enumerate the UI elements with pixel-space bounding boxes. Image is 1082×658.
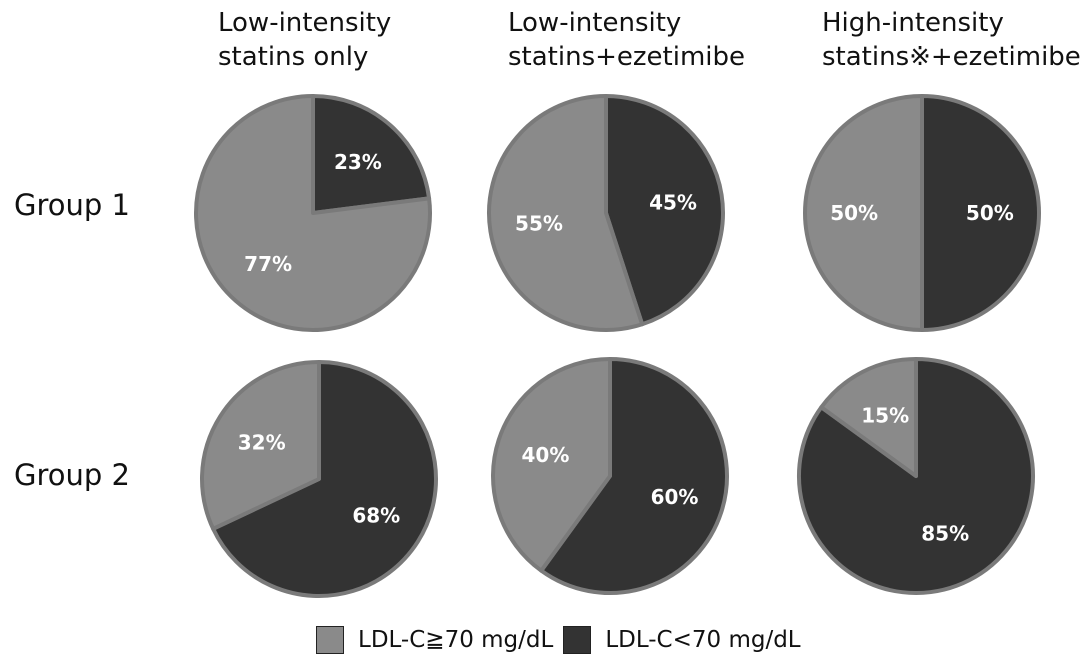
pie-4-label-2: 32% <box>238 431 286 455</box>
pie-2-slice-2 <box>487 94 645 332</box>
pie-5-label-2: 40% <box>522 443 570 467</box>
column-title-3: High-intensity statins※+ezetimibe <box>822 6 1081 74</box>
pie-5-slice-2 <box>491 357 612 573</box>
pie-6-label-2: 15% <box>861 404 909 428</box>
legend-label-low: LDL-C<70 mg/dL <box>605 627 801 653</box>
column-title-1: Low-intensity statins only <box>218 6 391 74</box>
pie-3-label-1: 50% <box>966 201 1014 225</box>
pie-2: 45% 55% <box>487 94 725 332</box>
column-title-3-line2: statins※+ezetimibe <box>822 42 1081 72</box>
pie-6-label-1: 85% <box>921 521 969 545</box>
legend-label-high: LDL-C≧70 mg/dL <box>358 627 554 653</box>
pie-1: 23% 77% <box>194 94 432 332</box>
pie-4-slice-1 <box>211 360 438 598</box>
pie-5-slice-1 <box>539 357 729 595</box>
row-label-group-2: Group 2 <box>14 458 130 492</box>
column-title-1-line1: Low-intensity <box>218 8 392 38</box>
pie-2-label-2: 55% <box>515 212 563 236</box>
column-title-2: Low-intensity statins+ezetimibe <box>508 6 745 74</box>
legend: LDL-C≧70 mg/dL LDL-C<70 mg/dL <box>316 626 811 654</box>
pie-4: 68% 32% <box>200 360 438 598</box>
column-title-2-line1: Low-intensity <box>508 8 682 38</box>
pie-1-slice-2 <box>194 94 432 332</box>
legend-swatch-low <box>563 626 592 654</box>
column-title-2-line2: statins+ezetimibe <box>508 42 746 72</box>
pie-3-label-2: 50% <box>830 201 878 225</box>
pie-3-slice-1 <box>920 94 1041 332</box>
pie-3-slice-2 <box>803 94 924 332</box>
row-label-group-1: Group 1 <box>14 188 130 222</box>
column-title-3-line1: High-intensity <box>822 8 1004 38</box>
pie-2-slice-1 <box>604 94 725 327</box>
legend-swatch-high <box>316 626 344 654</box>
legend-item-low: LDL-C<70 mg/dL <box>563 626 801 654</box>
legend-item-high: LDL-C≧70 mg/dL <box>316 626 553 654</box>
pie-3: 50% 50% <box>803 94 1041 332</box>
pie-1-label-1: 23% <box>334 150 382 174</box>
column-title-1-line2: statins only <box>218 42 369 72</box>
pie-chart-grid: 23% 77% 45% 55% 50% 50% 68% 32% 60% 40% 85% 15% <box>194 94 1041 598</box>
pie-2-label-1: 45% <box>649 190 697 214</box>
pie-1-slice-1 <box>311 94 432 215</box>
pie-6-slice-2 <box>819 357 918 478</box>
pie-6: 85% 15% <box>797 357 1035 595</box>
pie-5-label-1: 60% <box>651 485 699 509</box>
pie-1-label-2: 77% <box>244 252 292 276</box>
pie-4-slice-2 <box>200 360 321 531</box>
pie-5: 60% 40% <box>491 357 729 595</box>
pie-4-label-1: 68% <box>352 503 400 527</box>
